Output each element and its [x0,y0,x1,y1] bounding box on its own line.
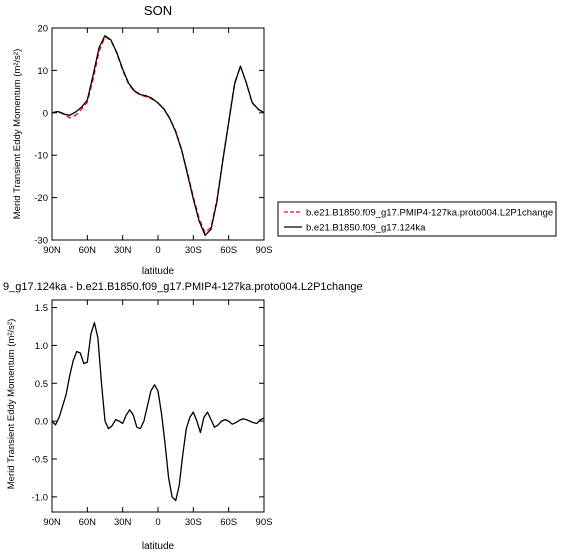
chart-top-ytick-label: 0 [43,108,48,119]
chart-bottom-series-line-1 [51,322,265,502]
chart-bottom-ytick-label: 0.5 [35,379,48,390]
chart-top: SON Merid Transient Eddy Momentum (m²/s²… [12,3,272,277]
chart-top-ytick-label: -30 [34,236,48,247]
chart-top-ytick-label: 10 [37,66,48,77]
chart-top-title: SON [144,3,172,18]
chart-top-series-line-1 [51,36,265,234]
chart-bottom-ylabel-text: Merid Transient Eddy Momentum (m²/s²) [6,319,17,490]
chart-top-xtick-label: 90S [256,245,273,256]
chart-top-xtick-label: 60S [220,245,237,256]
chart-bottom-ytick-label: 1.0 [35,341,48,352]
chart-top-series-line-2 [51,34,265,236]
chart-top-xtick-label: 90N [43,245,61,256]
chart-bottom-ytick-label: -0.5 [32,455,48,466]
chart-top-frame [51,27,265,241]
chart-top-xtick-label: 0 [155,245,160,256]
chart-bottom-xtick-label: 30N [114,517,132,528]
chart-top-ytick-label: -10 [34,151,48,162]
chart-bottom-xtick-label: 60S [220,517,237,528]
chart-bottom-ytick-label: -1.0 [32,492,48,503]
chart-top-series [51,34,265,236]
chart-top-xtick-label: 30S [185,245,202,256]
chart-bottom-frame [51,299,265,513]
chart-bottom-xlabel: latitude [142,541,175,552]
chart-bottom-xtick-label: 90N [43,517,61,528]
legend-label-1: b.e21.B1850.f09_g17.PMIP4-127ka.proto004… [306,208,553,219]
chart-bottom-ylabel: Merid Transient Eddy Momentum (m²/s²) [6,319,17,490]
chart-top-ylabel: Merid Transient Eddy Momentum (m²/s²) [12,49,23,220]
chart-bottom-title: 9_g17.124ka - b.e21.B1850.f09_g17.PMIP4-… [3,281,363,293]
chart-top-ylabel-text: Merid Transient Eddy Momentum (m²/s²) [12,49,23,220]
chart-bottom-xtick-label: 60N [79,517,97,528]
chart-bottom-ytick-label: 1.5 [35,303,48,314]
legend-box [277,201,557,237]
chart-bottom-xtick-label: 0 [155,517,160,528]
legend: b.e21.B1850.f09_g17.PMIP4-127ka.proto004… [277,201,557,237]
chart-top-xtick-label: 30N [114,245,132,256]
chart-bottom-ticks: 90N 60N 30N 0 30S 60S 90S 1.5 1.0 0.5 0.0 -0.5 -1.0 [32,300,273,528]
chart-bottom-xtick-label: 90S [256,517,273,528]
legend-label-2: b.e21.B1850.f09_g17.124ka [306,223,426,234]
chart-bottom-series [51,322,265,502]
chart-top-ytick-label: -20 [34,193,48,204]
chart-bottom-ytick-label: 0.0 [35,417,48,428]
chart-top-ticks: 90N 60N 30N 0 30S 60S 90S 20 10 0 -10 -20 -30 [34,24,272,257]
chart-bottom-xtick-label: 30S [185,517,202,528]
chart-top-xtick-label: 60N [79,245,97,256]
chart-top-ytick-label: 20 [37,24,48,35]
chart-bottom: 9_g17.124ka - b.e21.B1850.f09_g17.PMIP4-… [3,281,363,552]
chart-top-xlabel: latitude [142,266,175,277]
